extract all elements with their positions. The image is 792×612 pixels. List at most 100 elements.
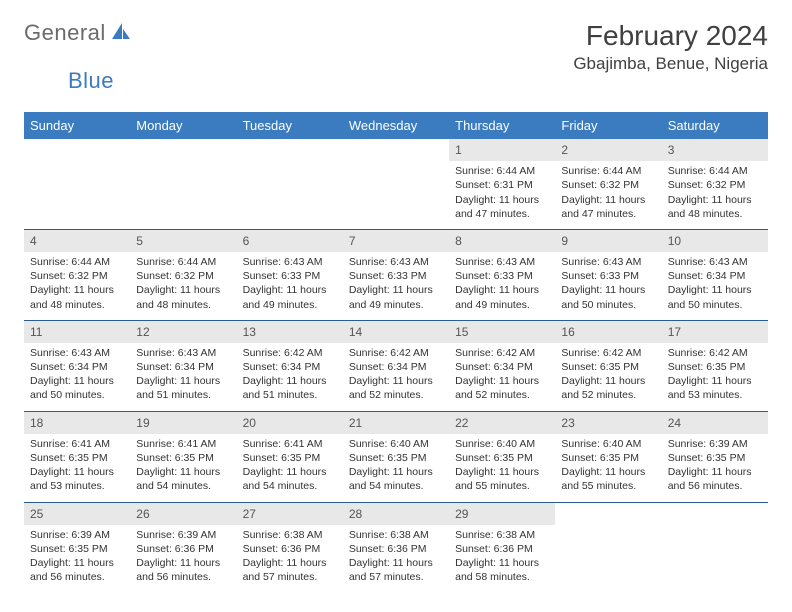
day-body: Sunrise: 6:42 AMSunset: 6:34 PMDaylight:… [449,343,555,411]
logo-text-blue: Blue [68,68,114,93]
day-cell: 26Sunrise: 6:39 AMSunset: 6:36 PMDayligh… [130,502,236,592]
day-body: Sunrise: 6:43 AMSunset: 6:33 PMDaylight:… [237,252,343,320]
day-number: 29 [449,503,555,525]
day-cell: 24Sunrise: 6:39 AMSunset: 6:35 PMDayligh… [662,411,768,502]
day-body: Sunrise: 6:42 AMSunset: 6:34 PMDaylight:… [237,343,343,411]
day-number: 28 [343,503,449,525]
day-cell: 25Sunrise: 6:39 AMSunset: 6:35 PMDayligh… [24,502,130,592]
day-number: 1 [449,139,555,161]
day-body: Sunrise: 6:40 AMSunset: 6:35 PMDaylight:… [449,434,555,502]
day-body: Sunrise: 6:39 AMSunset: 6:35 PMDaylight:… [662,434,768,502]
week-row: 11Sunrise: 6:43 AMSunset: 6:34 PMDayligh… [24,320,768,411]
day-body: Sunrise: 6:38 AMSunset: 6:36 PMDaylight:… [237,525,343,593]
day-number: 15 [449,321,555,343]
day-cell [237,139,343,229]
day-body: Sunrise: 6:44 AMSunset: 6:32 PMDaylight:… [24,252,130,320]
day-body: Sunrise: 6:43 AMSunset: 6:34 PMDaylight:… [24,343,130,411]
calendar-table: Sunday Monday Tuesday Wednesday Thursday… [24,112,768,592]
day-number: 14 [343,321,449,343]
day-body: Sunrise: 6:43 AMSunset: 6:34 PMDaylight:… [130,343,236,411]
day-body: Sunrise: 6:41 AMSunset: 6:35 PMDaylight:… [237,434,343,502]
title-block: February 2024 Gbajimba, Benue, Nigeria [573,20,768,74]
day-number: 22 [449,412,555,434]
day-cell: 15Sunrise: 6:42 AMSunset: 6:34 PMDayligh… [449,320,555,411]
day-cell: 9Sunrise: 6:43 AMSunset: 6:33 PMDaylight… [555,229,661,320]
day-cell: 29Sunrise: 6:38 AMSunset: 6:36 PMDayligh… [449,502,555,592]
page-header: General February 2024 Gbajimba, Benue, N… [24,20,768,74]
day-number: 10 [662,230,768,252]
day-number: 8 [449,230,555,252]
day-cell: 28Sunrise: 6:38 AMSunset: 6:36 PMDayligh… [343,502,449,592]
day-number: 27 [237,503,343,525]
day-cell [555,502,661,592]
day-cell: 13Sunrise: 6:42 AMSunset: 6:34 PMDayligh… [237,320,343,411]
day-body: Sunrise: 6:40 AMSunset: 6:35 PMDaylight:… [343,434,449,502]
day-cell: 5Sunrise: 6:44 AMSunset: 6:32 PMDaylight… [130,229,236,320]
day-cell [343,139,449,229]
day-number: 4 [24,230,130,252]
day-body: Sunrise: 6:44 AMSunset: 6:32 PMDaylight:… [662,161,768,229]
day-cell [130,139,236,229]
day-body: Sunrise: 6:44 AMSunset: 6:32 PMDaylight:… [555,161,661,229]
logo-text-general: General [24,20,106,46]
day-number: 21 [343,412,449,434]
day-body: Sunrise: 6:41 AMSunset: 6:35 PMDaylight:… [24,434,130,502]
week-row: 4Sunrise: 6:44 AMSunset: 6:32 PMDaylight… [24,229,768,320]
day-body: Sunrise: 6:42 AMSunset: 6:35 PMDaylight:… [555,343,661,411]
day-number: 20 [237,412,343,434]
col-wednesday: Wednesday [343,112,449,139]
logo: General [24,20,136,46]
day-cell: 10Sunrise: 6:43 AMSunset: 6:34 PMDayligh… [662,229,768,320]
day-cell: 18Sunrise: 6:41 AMSunset: 6:35 PMDayligh… [24,411,130,502]
day-cell: 8Sunrise: 6:43 AMSunset: 6:33 PMDaylight… [449,229,555,320]
day-body: Sunrise: 6:38 AMSunset: 6:36 PMDaylight:… [343,525,449,593]
month-title: February 2024 [573,20,768,52]
day-cell: 11Sunrise: 6:43 AMSunset: 6:34 PMDayligh… [24,320,130,411]
col-sunday: Sunday [24,112,130,139]
week-row: 25Sunrise: 6:39 AMSunset: 6:35 PMDayligh… [24,502,768,592]
day-cell: 17Sunrise: 6:42 AMSunset: 6:35 PMDayligh… [662,320,768,411]
day-cell [24,139,130,229]
day-cell: 19Sunrise: 6:41 AMSunset: 6:35 PMDayligh… [130,411,236,502]
day-number: 25 [24,503,130,525]
weekday-header-row: Sunday Monday Tuesday Wednesday Thursday… [24,112,768,139]
day-body: Sunrise: 6:39 AMSunset: 6:36 PMDaylight:… [130,525,236,593]
day-body: Sunrise: 6:44 AMSunset: 6:31 PMDaylight:… [449,161,555,229]
day-number: 11 [24,321,130,343]
day-body: Sunrise: 6:44 AMSunset: 6:32 PMDaylight:… [130,252,236,320]
day-body: Sunrise: 6:39 AMSunset: 6:35 PMDaylight:… [24,525,130,593]
col-friday: Friday [555,112,661,139]
day-number: 23 [555,412,661,434]
day-body: Sunrise: 6:42 AMSunset: 6:35 PMDaylight:… [662,343,768,411]
day-cell: 2Sunrise: 6:44 AMSunset: 6:32 PMDaylight… [555,139,661,229]
day-cell: 21Sunrise: 6:40 AMSunset: 6:35 PMDayligh… [343,411,449,502]
day-body: Sunrise: 6:38 AMSunset: 6:36 PMDaylight:… [449,525,555,593]
day-number: 24 [662,412,768,434]
day-cell: 27Sunrise: 6:38 AMSunset: 6:36 PMDayligh… [237,502,343,592]
day-cell: 7Sunrise: 6:43 AMSunset: 6:33 PMDaylight… [343,229,449,320]
week-row: 18Sunrise: 6:41 AMSunset: 6:35 PMDayligh… [24,411,768,502]
day-number: 9 [555,230,661,252]
day-body: Sunrise: 6:42 AMSunset: 6:34 PMDaylight:… [343,343,449,411]
day-cell: 1Sunrise: 6:44 AMSunset: 6:31 PMDaylight… [449,139,555,229]
day-cell [662,502,768,592]
logo-sail-icon [110,21,132,46]
col-saturday: Saturday [662,112,768,139]
day-number: 19 [130,412,236,434]
day-number: 6 [237,230,343,252]
day-body: Sunrise: 6:43 AMSunset: 6:33 PMDaylight:… [343,252,449,320]
day-number: 12 [130,321,236,343]
day-number: 5 [130,230,236,252]
day-number: 26 [130,503,236,525]
day-number: 17 [662,321,768,343]
day-body: Sunrise: 6:40 AMSunset: 6:35 PMDaylight:… [555,434,661,502]
day-number: 2 [555,139,661,161]
day-body: Sunrise: 6:41 AMSunset: 6:35 PMDaylight:… [130,434,236,502]
day-number: 18 [24,412,130,434]
day-cell: 22Sunrise: 6:40 AMSunset: 6:35 PMDayligh… [449,411,555,502]
day-cell: 16Sunrise: 6:42 AMSunset: 6:35 PMDayligh… [555,320,661,411]
day-cell: 6Sunrise: 6:43 AMSunset: 6:33 PMDaylight… [237,229,343,320]
col-tuesday: Tuesday [237,112,343,139]
day-cell: 4Sunrise: 6:44 AMSunset: 6:32 PMDaylight… [24,229,130,320]
calendar-page: General February 2024 Gbajimba, Benue, N… [0,0,792,612]
